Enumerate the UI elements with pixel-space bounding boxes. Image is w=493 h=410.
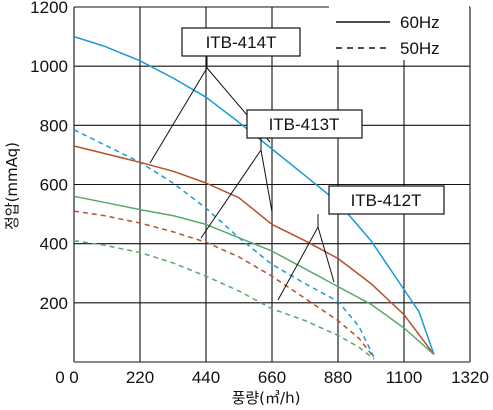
y-tick-label-200: 200 xyxy=(40,294,68,313)
x-tick-label-1320: 1320 xyxy=(451,368,489,387)
y-tick-label-800: 800 xyxy=(40,116,68,135)
label-box-itb-414t: ITB-414T xyxy=(181,27,301,57)
legend-box xyxy=(329,6,469,60)
y-axis-title: 정압(mmAq) xyxy=(3,142,21,230)
callout-leader-itb-412t-0 xyxy=(277,226,319,301)
y-tick-label-0: 0 xyxy=(55,368,64,387)
y-tick-label-600: 600 xyxy=(40,176,68,195)
x-tick-label-0: 0 xyxy=(69,368,78,387)
series-line-itb-412t-50hz xyxy=(73,239,375,360)
label-box-itb-412t: ITB-412T xyxy=(328,185,445,215)
y-tick-label-400: 400 xyxy=(40,235,68,254)
model-label-itb-414t: ITB-414T xyxy=(206,33,277,52)
x-tick-label-1100: 1100 xyxy=(386,368,423,387)
x-tick-label-880: 880 xyxy=(324,368,352,387)
x-axis-title: 풍량(㎥/h) xyxy=(232,389,301,407)
x-tick-label-440: 440 xyxy=(192,368,220,387)
series-line-itb-414t-60hz xyxy=(73,35,435,355)
callout-leader-itb-414t-0 xyxy=(149,67,208,164)
model-label-itb-412t: ITB-412T xyxy=(351,191,422,210)
y-tick-label-1200: 1200 xyxy=(30,0,68,17)
callout-leader-itb-413t-1 xyxy=(260,149,273,213)
x-tick-label-220: 220 xyxy=(126,368,154,387)
label-box-itb-413t: ITB-413T xyxy=(246,109,363,139)
model-callouts xyxy=(149,56,335,301)
series-layer xyxy=(73,35,435,360)
series-line-itb-412t-60hz xyxy=(73,195,435,356)
model-label-itb-413t: ITB-413T xyxy=(269,115,340,134)
y-tick-label-1000: 1000 xyxy=(30,57,68,76)
callout-leader-itb-412t-1 xyxy=(317,226,335,283)
x-tick-label-660: 660 xyxy=(258,368,286,387)
tick-labels: 0 220 440 660 880 1100 1320 200 400 600 800 1000 120… xyxy=(30,0,489,387)
series-line-itb-413t-50hz xyxy=(73,210,375,359)
legend-label-60hz: 60Hz xyxy=(400,13,440,32)
callout-leader-itb-413t-0 xyxy=(200,149,262,239)
legend-label-50hz: 50Hz xyxy=(400,39,440,58)
series-line-itb-413t-60hz xyxy=(73,145,435,356)
legend: 60Hz 50Hz xyxy=(329,6,469,60)
